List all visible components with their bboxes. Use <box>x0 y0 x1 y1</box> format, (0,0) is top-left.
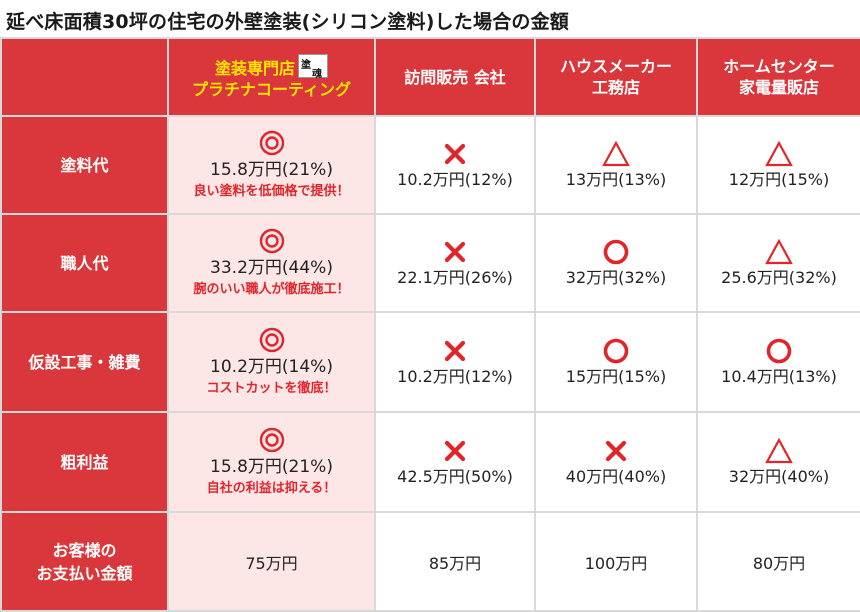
column-header-home-center: ホームセンター 家電量販店 <box>696 37 860 117</box>
header-row: 塗装専門店塗魂 プラチナコーティング 訪問販売 会社 ハウスメーカー 工務店 ホ… <box>0 37 860 117</box>
col4-header-line2: 家電量販店 <box>738 78 819 97</box>
data-cell: 15万円(15%) <box>534 311 698 413</box>
data-cell: 13万円(13%) <box>534 115 698 215</box>
corner-cell <box>0 37 169 117</box>
cell-value: 15万円(15%) <box>565 366 667 386</box>
total-home-center: 80万円 <box>696 511 860 612</box>
cell-value: 10.2万円(14%) <box>210 356 333 377</box>
triangle-icon <box>698 140 860 167</box>
col3-header-line2: 工務店 <box>591 78 640 97</box>
data-cell: 32万円(32%) <box>534 213 698 313</box>
table-row: 職人代 33.2万円(44%) 腕のいい職人が徹底施工！ 22.1万円(26%)… <box>0 213 860 313</box>
cell-note: 腕のいい職人が徹底施工！ <box>193 281 350 297</box>
cell-note: 良い塗料を低価格で提供！ <box>193 183 350 199</box>
data-cell: 42.5万円(50%) <box>374 411 536 513</box>
brand-logo-icon: 塗魂 <box>298 54 328 80</box>
cell-value: 12万円(15%) <box>728 169 830 189</box>
total-row-label: お客様の お支払い金額 <box>0 511 169 612</box>
featured-cell: 10.2万円(14%) コストカットを徹底！ <box>167 311 376 413</box>
cell-value: 32万円(40%) <box>728 466 830 486</box>
data-cell: 32万円(40%) <box>696 411 860 513</box>
row-label: 仮設工事・雑費 <box>0 311 169 413</box>
cell-value: 13万円(13%) <box>565 169 667 189</box>
cell-value: 10.4万円(13%) <box>721 366 837 386</box>
triangle-icon <box>698 437 860 464</box>
cell-value: 15.8万円(21%) <box>210 159 333 180</box>
cell-value: 15.8万円(21%) <box>210 456 333 477</box>
table-row: 塗料代 15.8万円(21%) 良い塗料を低価格で提供！ 10.2万円(12%)… <box>0 115 860 215</box>
total-door-to-door: 85万円 <box>374 511 536 612</box>
data-cell: 12万円(15%) <box>696 115 860 215</box>
featured-cell: 33.2万円(44%) 腕のいい職人が徹底施工！ <box>167 213 376 313</box>
col3-header-line1: ハウスメーカー <box>559 57 672 76</box>
table-row: 粗利益 15.8万円(21%) 自社の利益は抑える！ 42.5万円(50%) 4… <box>0 411 860 513</box>
total-label-line1: お客様の <box>52 540 117 560</box>
cross-icon <box>376 438 534 464</box>
column-header-featured: 塗装専門店塗魂 プラチナコーティング <box>167 37 376 117</box>
data-cell: 40万円(40%) <box>534 411 698 513</box>
cell-note: 自社の利益は抑える！ <box>206 480 337 496</box>
triangle-icon <box>536 140 696 167</box>
data-cell: 25.6万円(32%) <box>696 213 860 313</box>
cell-value: 32万円(32%) <box>565 267 667 287</box>
cell-value: 25.6万円(32%) <box>721 267 837 287</box>
triangle-icon <box>698 238 860 265</box>
featured-header-line1: 塗装専門店 <box>214 59 295 78</box>
cross-icon <box>376 141 534 167</box>
data-cell: 10.4万円(13%) <box>696 311 860 413</box>
circle-icon <box>536 239 696 265</box>
total-row: お客様の お支払い金額 75万円 85万円 100万円 80万円 <box>0 511 860 612</box>
cross-icon <box>536 438 696 464</box>
circle-icon <box>698 338 860 364</box>
data-cell: 10.2万円(12%) <box>374 115 536 215</box>
comparison-table: 塗装専門店塗魂 プラチナコーティング 訪問販売 会社 ハウスメーカー 工務店 ホ… <box>0 37 860 612</box>
col4-header-line1: ホームセンター <box>723 57 835 76</box>
double-circle-icon <box>169 130 374 156</box>
row-label: 粗利益 <box>0 411 169 513</box>
cell-value: 42.5万円(50%) <box>397 466 513 486</box>
page-title: 延べ床面積30坪の住宅の外壁塗装(シリコン塗料)した場合の金額 <box>6 11 570 33</box>
featured-cell: 15.8万円(21%) 自社の利益は抑える！ <box>167 411 376 513</box>
col2-header-label: 訪問販売 会社 <box>404 67 506 87</box>
total-label-line2: お支払い金額 <box>36 563 133 583</box>
column-header-house-maker: ハウスメーカー 工務店 <box>534 37 698 117</box>
data-cell: 10.2万円(12%) <box>374 311 536 413</box>
cross-icon <box>376 239 534 265</box>
cell-note: コストカットを徹底！ <box>206 380 337 396</box>
table-row: 仮設工事・雑費 10.2万円(14%) コストカットを徹底！ 10.2万円(12… <box>0 311 860 413</box>
featured-cell: 15.8万円(21%) 良い塗料を低価格で提供！ <box>167 115 376 215</box>
double-circle-icon <box>169 427 374 453</box>
cell-value: 33.2万円(44%) <box>210 257 333 278</box>
circle-icon <box>536 338 696 364</box>
double-circle-icon <box>169 228 374 254</box>
featured-header-line2: プラチナコーティング <box>191 80 352 99</box>
row-label: 塗料代 <box>0 115 169 215</box>
cell-value: 40万円(40%) <box>565 466 667 486</box>
column-header-door-to-door: 訪問販売 会社 <box>374 37 536 117</box>
total-house-maker: 100万円 <box>534 511 698 612</box>
cell-value: 10.2万円(12%) <box>397 366 513 386</box>
cell-value: 10.2万円(12%) <box>397 169 513 189</box>
double-circle-icon <box>169 327 374 353</box>
row-label: 職人代 <box>0 213 169 313</box>
data-cell: 22.1万円(26%) <box>374 213 536 313</box>
cross-icon <box>376 338 534 364</box>
cell-value: 22.1万円(26%) <box>397 267 513 287</box>
total-featured: 75万円 <box>167 511 376 612</box>
